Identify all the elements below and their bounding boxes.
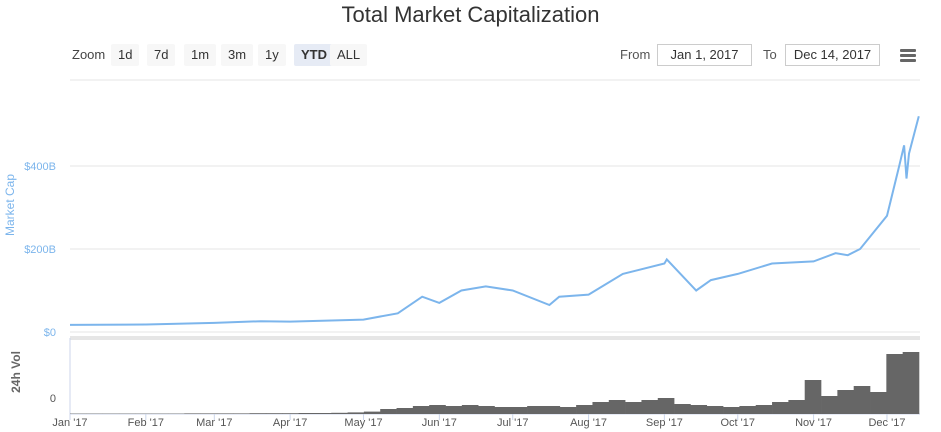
x-tick-label: May '17	[344, 417, 382, 429]
volume-bar	[657, 398, 675, 414]
volume-bar	[902, 352, 920, 414]
y-axis-title: Market Cap	[3, 174, 17, 236]
to-date-input[interactable]: Dec 14, 2017	[785, 44, 880, 66]
from-label: From	[620, 47, 651, 62]
volume-bar	[804, 380, 822, 414]
volume-bar	[380, 409, 397, 414]
volume-bar	[363, 411, 381, 414]
volume-bar	[837, 390, 854, 414]
hamburger-icon[interactable]	[900, 49, 916, 64]
volume-bar	[608, 400, 626, 414]
x-tick-label: Jun '17	[422, 417, 457, 429]
volume-bar	[592, 402, 610, 414]
volume-bar	[331, 412, 348, 414]
volume-bar	[543, 406, 561, 414]
volume-bar	[886, 354, 903, 414]
volume-bar	[674, 404, 691, 414]
x-tick-label: Aug '17	[570, 417, 607, 429]
chart-title: Total Market Capitalization	[341, 2, 600, 27]
volume-bar	[216, 413, 234, 414]
x-tick-label: Apr '17	[273, 417, 308, 429]
market-cap-line	[69, 115, 920, 326]
volume-bar	[184, 413, 201, 414]
volume-bar	[314, 413, 332, 414]
zoom-all-button[interactable]: ALL	[330, 44, 368, 66]
volume-bar	[853, 386, 871, 414]
volume-bar	[723, 407, 740, 414]
zoom-7d-button[interactable]: 7d	[147, 44, 176, 66]
volume-bar	[821, 396, 838, 414]
volume-bar	[282, 413, 299, 414]
volume-bar	[265, 413, 283, 414]
volume-bar	[559, 407, 577, 414]
y-tick-label: $0	[44, 327, 56, 339]
volume-bar	[625, 402, 642, 414]
volume-bar	[527, 406, 544, 414]
volume-bar	[494, 407, 512, 414]
volume-bar	[755, 405, 773, 414]
volume-bar	[478, 406, 495, 414]
volume-bar	[412, 406, 430, 414]
y-tick-label: $200B	[24, 244, 56, 256]
volume-y-tick: 0	[50, 393, 56, 405]
zoom-1y-button[interactable]: 1y	[258, 44, 286, 66]
volume-bar	[200, 413, 218, 414]
volume-axis-title: 24h Vol	[9, 351, 23, 393]
panel-separator	[70, 336, 920, 340]
volume-bar	[249, 413, 267, 414]
x-tick-label: Nov '17	[795, 417, 832, 429]
volume-bar	[788, 400, 806, 414]
x-tick-label: Jul '17	[497, 417, 528, 429]
zoom-label: Zoom	[72, 47, 106, 62]
volume-bar	[347, 412, 365, 414]
volume-bar	[739, 406, 757, 414]
volume-bar	[870, 392, 887, 414]
y-tick-label: $400B	[24, 161, 56, 173]
volume-bar	[706, 406, 724, 414]
volume-bar	[429, 405, 446, 414]
from-date-input[interactable]: Jan 1, 2017	[657, 44, 752, 66]
volume-bar	[298, 413, 316, 414]
volume-bar	[445, 406, 463, 414]
x-tick-label: Mar '17	[196, 417, 232, 429]
volume-bar	[641, 400, 659, 414]
volume-bar	[690, 405, 708, 414]
volume-bar	[233, 413, 250, 414]
zoom-1m-button[interactable]: 1m	[184, 44, 217, 66]
zoom-ytd-button[interactable]: YTD	[294, 44, 334, 66]
volume-bar	[396, 408, 414, 414]
volume-bar	[576, 405, 593, 414]
x-tick-label: Feb '17	[128, 417, 164, 429]
volume-bar	[772, 402, 789, 414]
x-tick-label: Oct '17	[721, 417, 756, 429]
volume-bar	[461, 405, 479, 414]
x-tick-label: Sep '17	[646, 417, 683, 429]
to-label: To	[763, 47, 777, 62]
zoom-3m-button[interactable]: 3m	[221, 44, 254, 66]
x-tick-label: Jan '17	[52, 417, 87, 429]
zoom-1d-button[interactable]: 1d	[111, 44, 140, 66]
volume-bar	[510, 407, 528, 414]
x-tick-label: Dec '17	[868, 417, 905, 429]
